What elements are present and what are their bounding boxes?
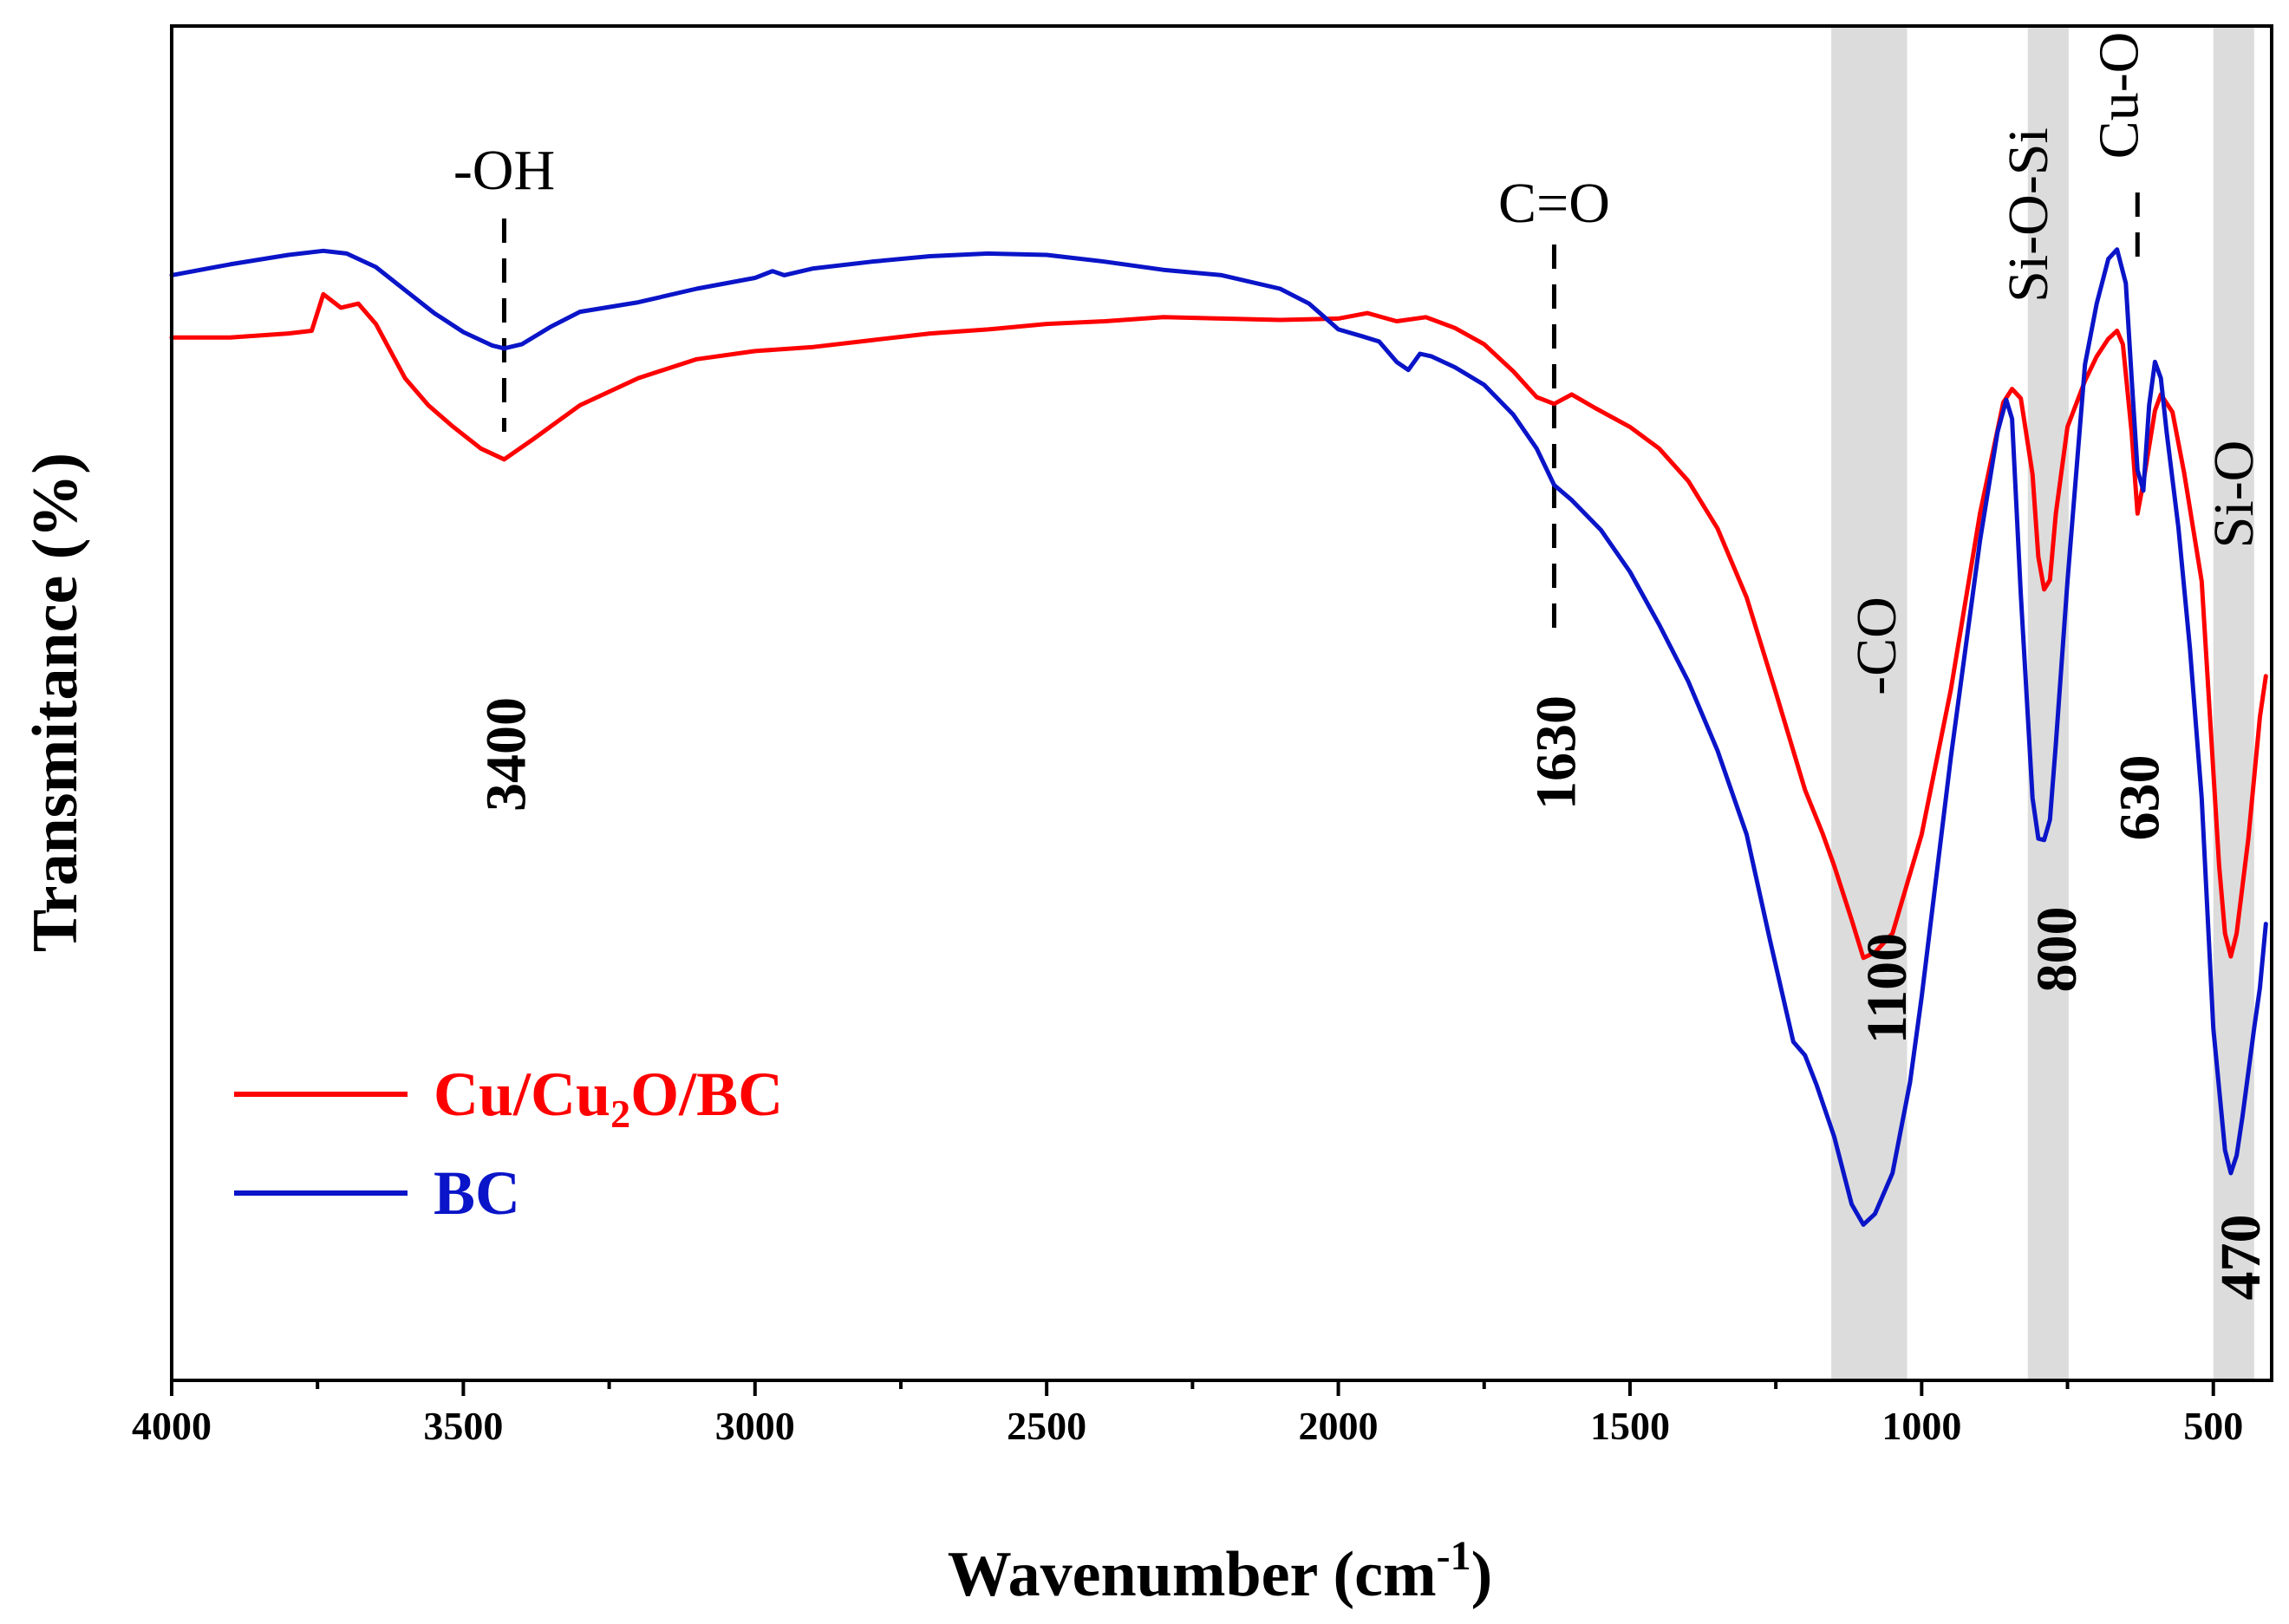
peak-label: 470 [2209, 1215, 2273, 1301]
x-axis-title-main: Wavenumber (cm [948, 1539, 1437, 1610]
peak-label: 1630 [1524, 695, 1588, 810]
peak-label: 1100 [1855, 933, 1919, 1044]
peak-label: 800 [2025, 907, 2089, 993]
x-tick-label: 2500 [1007, 1404, 1086, 1448]
x-tick-label: 3000 [715, 1404, 795, 1448]
annotation-labels: -OH C=O -CO Si-O-Si Cu-O Si-O 3400 1630 1100 800 6… [453, 32, 2273, 1301]
x-axis-title-superscript: -1 [1437, 1533, 1471, 1579]
x-axis-title: Wavenumber (cm-1) [948, 1533, 1493, 1610]
annotation-label: -CO [1845, 597, 1908, 695]
spectrum-lines [169, 247, 2268, 1227]
plot-frame [170, 24, 2273, 1382]
x-tick-label: 1000 [1881, 1404, 1961, 1448]
x-tick-label: 3500 [423, 1404, 503, 1448]
highlight-band [2027, 26, 2069, 1380]
annotation-label: Cu-O [2087, 32, 2150, 160]
highlight-band [2213, 26, 2254, 1380]
x-axis-title-end: ) [1471, 1539, 1493, 1610]
series-line-bc [169, 247, 2268, 1227]
highlight-bands [1831, 26, 2254, 1380]
legend: Cu/Cu2O/BC BC [234, 1060, 783, 1228]
x-tick-label: 500 [2183, 1404, 2243, 1448]
axes: 4000 3500 3000 2500 2000 1500 1000 500 [132, 24, 2273, 1448]
legend-label: Cu/Cu2O/BC [434, 1060, 783, 1136]
x-tick-label: 1500 [1590, 1404, 1670, 1448]
annotation-label: Si-O [2202, 440, 2266, 549]
legend-label-subscript: 2 [610, 1092, 630, 1136]
series-line-cu-cu2o-bc [169, 291, 2268, 961]
annotation-dash-lines [501, 192, 2140, 642]
annotation-label: Si-O-Si [1997, 127, 2060, 303]
x-tick-label: 4000 [132, 1404, 212, 1448]
x-tick-label: 2000 [1299, 1404, 1379, 1448]
legend-label-part: O/BC [630, 1060, 783, 1129]
legend-label-part: Cu/Cu [434, 1060, 610, 1129]
legend-label: BC [434, 1158, 520, 1228]
peak-label: 630 [2108, 755, 2171, 841]
annotation-label: C=O [1498, 172, 1610, 235]
annotation-label: -OH [453, 139, 555, 202]
y-axis-title: Transmitance (%) [20, 453, 91, 952]
peak-label: 3400 [474, 697, 538, 812]
